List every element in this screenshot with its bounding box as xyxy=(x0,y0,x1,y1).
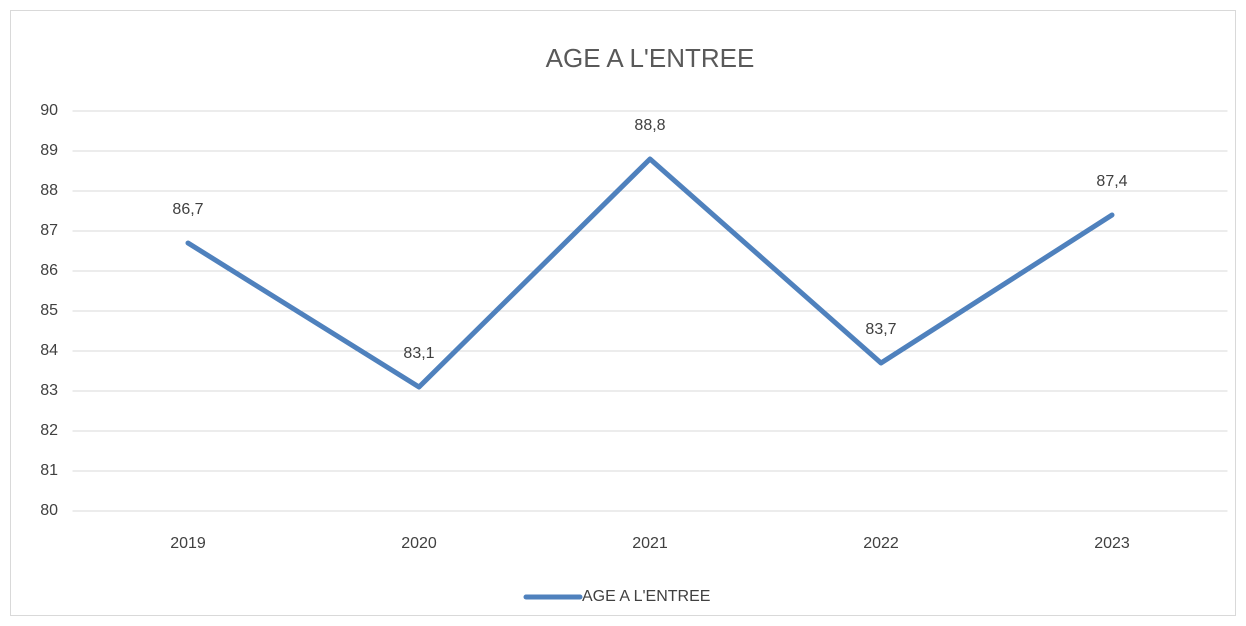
chart-frame xyxy=(10,10,1236,616)
y-tick-label: 81 xyxy=(40,462,58,479)
y-tick-label: 80 xyxy=(40,502,58,519)
data-label: 83,1 xyxy=(403,345,434,362)
data-label: 88,8 xyxy=(634,117,665,134)
x-tick-label: 2023 xyxy=(1094,535,1130,552)
data-label: 86,7 xyxy=(172,201,203,218)
y-tick-label: 86 xyxy=(40,262,58,279)
chart-title: AGE A L'ENTREE xyxy=(546,43,755,73)
x-tick-label: 2020 xyxy=(401,535,437,552)
y-tick-label: 84 xyxy=(40,342,58,359)
data-label: 83,7 xyxy=(865,321,896,338)
x-tick-label: 2022 xyxy=(863,535,899,552)
y-tick-label: 90 xyxy=(40,102,58,119)
legend-label: AGE A L'ENTREE xyxy=(582,588,710,605)
y-tick-label: 85 xyxy=(40,302,58,319)
data-label: 87,4 xyxy=(1096,173,1127,190)
series-line xyxy=(185,156,1115,390)
y-tick-label: 87 xyxy=(40,222,58,239)
y-tick-label: 89 xyxy=(40,142,58,159)
y-tick-label: 88 xyxy=(40,182,58,199)
y-tick-label: 83 xyxy=(40,382,58,399)
x-tick-label: 2019 xyxy=(170,535,206,552)
x-tick-label: 2021 xyxy=(632,535,668,552)
y-tick-label: 82 xyxy=(40,422,58,439)
